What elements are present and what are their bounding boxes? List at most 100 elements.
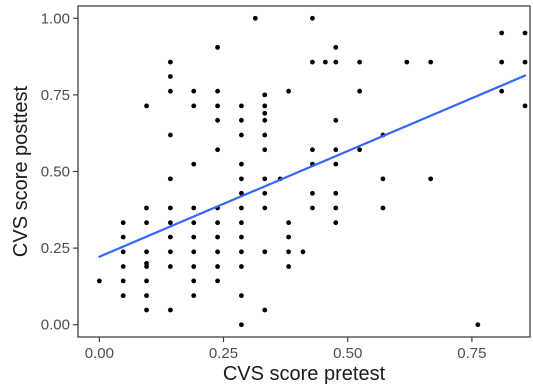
data-point-63 [262, 249, 268, 255]
data-point-92 [333, 117, 339, 123]
data-point-43 [215, 147, 220, 153]
data-point-38 [215, 264, 220, 269]
data-point-102 [428, 176, 434, 182]
data-point-70 [262, 110, 268, 116]
data-point-75 [286, 249, 291, 255]
data-point-60 [239, 103, 244, 109]
x-tick-label: 0.50 [333, 345, 362, 362]
data-point-26 [167, 59, 173, 65]
regression-line [98, 74, 527, 258]
data-point-105 [499, 88, 505, 94]
data-point-32 [191, 220, 197, 226]
data-point-98 [380, 205, 386, 211]
x-axis-ticks: 0.00 0.25 0.50 0.75 [85, 337, 486, 362]
data-point-4 [120, 249, 126, 255]
data-point-34 [191, 161, 197, 167]
data-point-96 [357, 88, 363, 94]
data-point-54 [239, 205, 244, 211]
data-point-20 [167, 220, 173, 226]
data-point-45 [215, 103, 220, 109]
data-point-46 [215, 88, 220, 94]
data-point-62 [262, 307, 268, 313]
data-point-23 [167, 132, 173, 138]
data-point-64 [262, 205, 268, 211]
data-point-106 [499, 59, 505, 65]
y-tick-label: 0.50 [41, 164, 70, 181]
data-point-8 [144, 293, 149, 299]
data-point-40 [215, 234, 220, 240]
data-point-29 [191, 264, 197, 269]
data-point-83 [310, 147, 315, 153]
data-point-18 [167, 249, 173, 255]
data-point-44 [215, 117, 220, 123]
data-point-31 [191, 234, 197, 240]
data-point-81 [310, 190, 315, 196]
data-point-28 [191, 278, 197, 284]
data-point-61 [252, 15, 258, 21]
x-tick-label: 0.75 [457, 345, 486, 362]
data-point-80 [310, 205, 315, 211]
data-point-36 [191, 88, 197, 94]
data-point-58 [239, 132, 244, 138]
data-point-85 [310, 15, 315, 21]
data-point-25 [167, 74, 173, 79]
data-point-53 [239, 220, 244, 226]
data-point-14 [144, 205, 149, 211]
x-tick-label: 0.25 [209, 345, 238, 362]
data-point-93 [333, 59, 339, 65]
y-axis-ticks: 0.00 0.25 0.50 0.75 1.00 [41, 10, 78, 334]
data-point-33 [191, 205, 197, 211]
data-point-59 [239, 117, 244, 123]
data-point-87 [333, 220, 339, 226]
data-point-91 [333, 147, 339, 153]
data-point-89 [333, 190, 339, 196]
data-point-0 [96, 278, 102, 284]
data-points [96, 15, 528, 328]
data-point-57 [239, 161, 244, 167]
data-point-78 [286, 88, 291, 94]
data-point-104 [475, 322, 481, 328]
data-point-66 [262, 176, 268, 182]
data-point-94 [333, 44, 339, 50]
data-point-2 [120, 278, 126, 284]
data-point-15 [144, 103, 149, 109]
data-point-108 [522, 103, 528, 109]
data-point-99 [380, 176, 386, 182]
data-point-52 [239, 234, 244, 240]
data-point-35 [191, 103, 197, 109]
data-point-56 [239, 176, 244, 182]
data-point-50 [239, 264, 244, 269]
x-tick-label: 0.00 [85, 345, 114, 362]
data-point-24 [167, 88, 173, 94]
data-point-27 [191, 293, 197, 299]
y-tick-label: 0.00 [41, 317, 70, 334]
data-point-17 [167, 264, 173, 269]
data-point-101 [404, 59, 410, 65]
data-point-39 [215, 249, 220, 255]
data-point-3 [120, 264, 126, 269]
y-axis-title: CVS score posttest [10, 85, 32, 257]
data-point-9 [144, 278, 149, 284]
data-point-71 [262, 103, 268, 109]
y-tick-label: 0.75 [41, 87, 70, 104]
data-point-7 [144, 307, 149, 313]
data-point-47 [215, 44, 220, 50]
data-point-67 [262, 147, 268, 153]
data-point-30 [191, 249, 197, 255]
data-point-90 [333, 161, 339, 167]
data-point-55 [239, 190, 244, 196]
data-point-86 [322, 59, 328, 65]
data-point-95 [357, 147, 363, 153]
data-point-107 [499, 30, 505, 36]
y-tick-label: 1.00 [41, 10, 70, 27]
data-point-109 [522, 59, 528, 65]
data-point-69 [262, 117, 268, 123]
data-point-6 [120, 220, 126, 226]
data-point-72 [262, 92, 268, 98]
data-point-1 [120, 293, 126, 299]
data-point-77 [286, 220, 291, 226]
data-point-12 [144, 249, 149, 255]
data-point-11 [144, 261, 149, 266]
data-point-22 [167, 176, 173, 182]
